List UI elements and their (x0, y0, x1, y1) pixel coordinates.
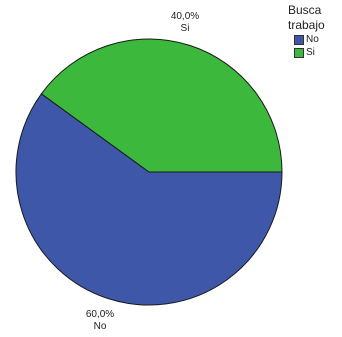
legend-swatch-no (294, 34, 304, 45)
legend-label-no: No (306, 34, 319, 45)
data-label-si-percent: 40,0% (171, 11, 199, 22)
pie-slice-si (40, 38, 283, 173)
data-label-no-percent: 60,0% (86, 309, 114, 320)
legend-title-line-1: Busca (288, 3, 322, 17)
pie-slice-no (15, 93, 283, 306)
data-label-si-category: Si (181, 23, 190, 34)
legend-title-line-2: trabajo (288, 18, 325, 32)
legend-label-si: Si (306, 47, 315, 58)
legend: Busca trabajo No Si (288, 3, 325, 59)
legend-item-si: Si (294, 46, 325, 59)
legend-title: Busca trabajo (288, 3, 325, 33)
legend-swatch-si (294, 47, 304, 58)
legend-item-no: No (294, 33, 325, 46)
data-label-no-category: No (94, 321, 107, 332)
